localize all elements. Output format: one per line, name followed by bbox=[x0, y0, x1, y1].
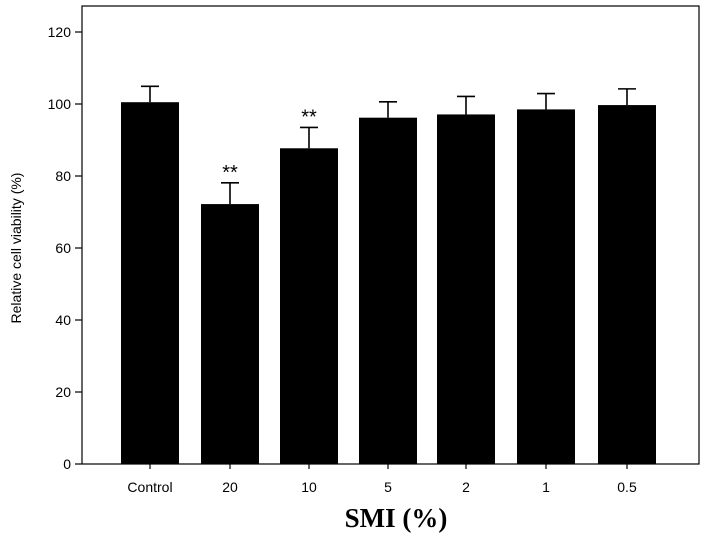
x-tick-label: 20 bbox=[222, 479, 238, 495]
y-tick-label: 40 bbox=[55, 312, 71, 328]
y-tick-label: 80 bbox=[55, 168, 71, 184]
y-tick-label: 0 bbox=[63, 456, 71, 472]
bar bbox=[280, 148, 338, 464]
y-tick-label: 20 bbox=[55, 384, 71, 400]
bar bbox=[121, 102, 179, 464]
x-axis-label: SMI (%) bbox=[345, 503, 448, 533]
x-tick-label: Control bbox=[127, 479, 172, 495]
x-tick-label: 2 bbox=[462, 479, 470, 495]
y-axis-label: Relative cell viability (%) bbox=[8, 173, 24, 324]
y-tick-label: 60 bbox=[55, 240, 71, 256]
y-tick-label: 120 bbox=[48, 24, 72, 40]
bar bbox=[437, 114, 495, 464]
x-tick-label: 0.5 bbox=[617, 479, 637, 495]
bar bbox=[359, 117, 417, 465]
bar bbox=[201, 204, 259, 464]
x-tick-label: 1 bbox=[542, 479, 550, 495]
bar bbox=[598, 105, 656, 464]
y-tick-label: 100 bbox=[48, 96, 72, 112]
significance-label: ** bbox=[222, 162, 238, 184]
x-tick-label: 5 bbox=[384, 479, 392, 495]
bar bbox=[517, 109, 575, 465]
plot-area: 0 20 40 60 80 100 120 Control 20 ** 10 ** 5 2 1 0.5 bbox=[48, 5, 700, 495]
x-tick-label: 10 bbox=[301, 479, 317, 495]
significance-label: ** bbox=[301, 106, 317, 128]
